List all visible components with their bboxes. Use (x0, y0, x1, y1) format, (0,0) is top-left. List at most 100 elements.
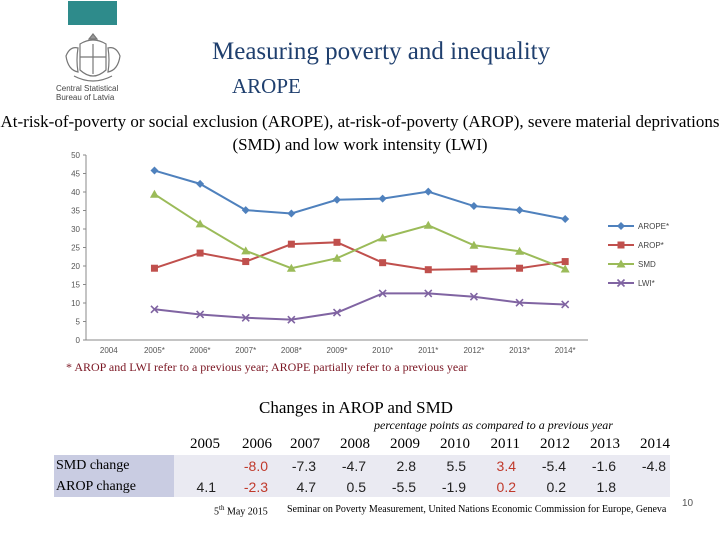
table-cell: 0.2 (470, 476, 520, 497)
x-tick-label: 2012* (463, 346, 484, 355)
data-point (333, 238, 341, 246)
chart-footnote: * AROP and LWI refer to a previous year;… (66, 360, 468, 374)
data-point (424, 266, 432, 274)
data-point (241, 246, 251, 255)
table-cell: 4.1 (174, 476, 220, 497)
legend-marker (617, 241, 625, 249)
legend-label: LWI* (638, 279, 655, 288)
table-corner (54, 434, 174, 455)
legend-marker (617, 222, 625, 230)
data-point (287, 240, 295, 248)
y-tick-label: 40 (71, 188, 80, 197)
year-header: 2009 (390, 436, 420, 452)
data-point (332, 253, 342, 262)
table-cell: 0.5 (320, 476, 370, 497)
coat-of-arms-logo (65, 33, 121, 82)
table-title: Changes in AROP and SMD (259, 398, 453, 417)
x-tick-label: 2007* (235, 346, 256, 355)
data-point (469, 202, 478, 211)
data-point (149, 189, 159, 198)
data-point (515, 206, 524, 215)
x-tick-label: 2013* (509, 346, 530, 355)
legend-marker (616, 278, 626, 288)
line-chart: 0 5 10 15 20 25 30 35 40 45 50 2004 2005* 2006* 2007* 2… (71, 151, 669, 355)
table-cell (620, 476, 670, 497)
data-point (241, 313, 250, 322)
year-header: 2013 (590, 436, 620, 452)
table-note: percentage points as compared to a previ… (374, 418, 613, 432)
data-point (378, 233, 388, 242)
table-cell: 4.7 (272, 476, 320, 497)
data-point (286, 263, 296, 272)
series-line-arop (154, 241, 566, 271)
x-tick-label: 2011* (418, 346, 438, 355)
data-point (195, 219, 205, 228)
y-tick-label: 45 (71, 170, 80, 179)
table-cell: 1.8 (570, 476, 620, 497)
table-cell: -8.0 (220, 455, 272, 476)
x-tick-label: 2004 (100, 346, 118, 355)
changes-table: 2005 2006 2007 2008 2009 2010 2011 2012 … (54, 434, 670, 497)
table-cell: -1.9 (420, 476, 470, 497)
table-row-arop: AROP change 4.1 -2.3 4.7 0.5 -5.5 -1.9 0… (54, 476, 670, 497)
data-point (561, 300, 570, 309)
series-line-smd (153, 193, 566, 270)
data-point (287, 315, 296, 324)
table-cell: 5.5 (420, 455, 470, 476)
data-point (424, 289, 433, 298)
table-row-smd: SMD change -8.0 -7.3 -4.7 2.8 5.5 3.4 -5… (54, 455, 670, 476)
year-header: 2014 (640, 436, 670, 452)
page-subtitle: AROPE (232, 74, 301, 98)
data-point (423, 220, 433, 229)
x-tick-label: 2008* (281, 346, 302, 355)
y-tick-label: 50 (71, 151, 80, 160)
data-point (379, 259, 387, 267)
y-tick-label: 25 (71, 244, 80, 253)
y-tick-label: 5 (76, 318, 81, 327)
row-label: AROP change (54, 476, 174, 497)
year-header: 2011 (490, 436, 520, 452)
footer-date-rest: May 2015 (224, 506, 268, 518)
data-point (424, 187, 433, 196)
year-header: 2005 (190, 436, 220, 452)
data-point (515, 246, 525, 255)
data-point (242, 258, 250, 266)
table-header-row: 2005 2006 2007 2008 2009 2010 2011 2012 … (54, 434, 670, 455)
data-point (150, 166, 159, 175)
data-point (469, 292, 478, 301)
table-cell: -5.5 (370, 476, 420, 497)
footer-date-suffix: th (219, 504, 225, 512)
page-number: 10 (682, 498, 694, 509)
data-point (287, 209, 296, 218)
data-point (333, 195, 341, 204)
footer-date-day: 5 (214, 506, 219, 518)
data-point (516, 264, 524, 272)
table-cell: -4.8 (620, 455, 670, 476)
legend-marker (616, 259, 626, 268)
table-cell: -7.3 (272, 455, 320, 476)
series-line-lwi (154, 292, 566, 321)
year-header: 2010 (440, 436, 470, 452)
org-line-2: Bureau of Latvia (56, 93, 115, 102)
x-tick-label: 2014* (555, 346, 576, 355)
table-cell: 0.2 (520, 476, 570, 497)
data-point (470, 265, 478, 273)
chart-title: At-risk-of-poverty or social exclusion (… (0, 112, 720, 154)
x-tick-label: 2010* (372, 346, 393, 355)
legend-label: SMD (638, 260, 656, 269)
y-tick-label: 35 (71, 207, 80, 216)
table-cell: -1.6 (570, 455, 620, 476)
data-point (196, 249, 204, 257)
x-tick-label: 2006* (190, 346, 211, 355)
table-cell (174, 455, 220, 476)
y-tick-label: 15 (71, 281, 80, 290)
footer-date: 5th May 2015 (214, 504, 268, 517)
data-point (196, 310, 205, 319)
y-tick-label: 20 (71, 262, 80, 271)
data-point (196, 179, 205, 188)
table-cell: -2.3 (220, 476, 272, 497)
page-title: Measuring poverty and inequality (212, 38, 551, 65)
year-header: 2006 (242, 436, 272, 452)
data-point (378, 289, 387, 298)
legend-label: AROPE* (638, 222, 669, 231)
